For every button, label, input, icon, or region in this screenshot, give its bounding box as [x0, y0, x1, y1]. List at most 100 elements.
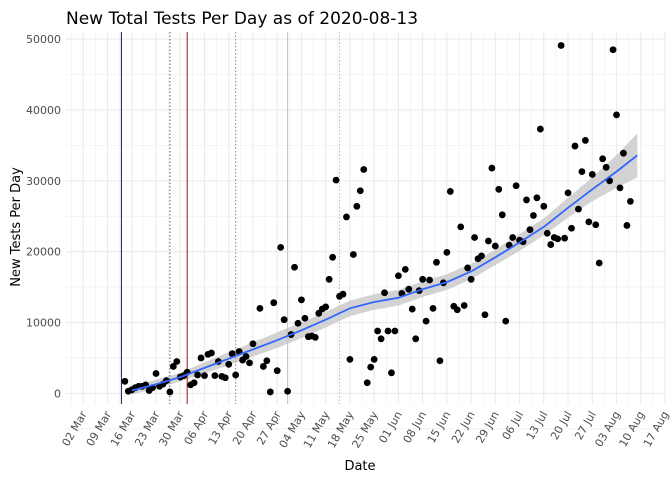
data-point — [557, 42, 565, 49]
data-point — [609, 46, 617, 54]
data-point — [249, 340, 257, 348]
y-tick-label: 50000 — [26, 33, 61, 46]
data-point — [419, 275, 427, 283]
data-point — [298, 296, 305, 304]
data-point — [356, 187, 364, 195]
data-point — [246, 359, 253, 367]
x-tick-label: 29 Jun — [473, 409, 502, 446]
data-point — [211, 372, 219, 380]
data-point — [242, 353, 250, 360]
data-point — [381, 289, 388, 297]
data-point — [564, 189, 572, 197]
data-point — [623, 222, 631, 229]
data-point — [592, 221, 600, 229]
data-point — [613, 111, 620, 119]
data-point — [173, 358, 181, 365]
data-point — [509, 234, 517, 241]
data-point — [457, 223, 465, 231]
data-point — [384, 327, 392, 335]
data-point — [291, 263, 298, 271]
data-point — [225, 360, 233, 368]
data-point — [602, 163, 610, 171]
chart-title: New Total Tests Per Day as of 2020-08-13 — [66, 9, 418, 29]
data-point — [543, 229, 551, 237]
data-point — [616, 184, 624, 192]
data-point — [322, 303, 330, 311]
data-point — [626, 197, 634, 205]
data-point — [329, 253, 337, 261]
data-point — [277, 244, 285, 251]
data-point — [360, 166, 368, 173]
data-point — [374, 327, 382, 335]
data-point — [394, 272, 402, 280]
grid — [66, 32, 666, 430]
data-point — [294, 319, 302, 327]
data-point — [606, 177, 614, 185]
data-point — [568, 224, 575, 232]
data-point — [408, 305, 416, 313]
data-point — [599, 155, 607, 163]
data-point — [495, 185, 503, 193]
y-axis-title: New Tests Per Day — [9, 167, 24, 287]
data-point — [464, 264, 472, 272]
data-point — [426, 276, 433, 284]
data-points — [121, 42, 634, 396]
data-point — [581, 137, 589, 144]
data-point — [201, 372, 208, 380]
data-point — [571, 142, 579, 150]
data-point — [471, 234, 478, 241]
data-point — [405, 285, 413, 293]
data-point — [491, 242, 499, 250]
data-point — [401, 265, 409, 273]
data-point — [353, 202, 361, 210]
data-point — [263, 357, 271, 365]
y-tick-label: 0 — [54, 387, 61, 400]
data-point — [363, 379, 371, 387]
data-point — [488, 164, 496, 172]
data-point — [377, 335, 385, 343]
data-point — [228, 350, 236, 358]
data-point — [467, 275, 475, 283]
data-point — [169, 363, 177, 370]
data-point — [585, 218, 593, 226]
data-point — [433, 258, 440, 266]
data-point — [346, 355, 354, 363]
data-point — [121, 377, 129, 385]
data-point — [498, 211, 506, 219]
data-point — [478, 252, 485, 260]
data-point — [526, 226, 534, 234]
x-tick-label: 06 Jul — [500, 409, 527, 442]
data-point — [388, 369, 395, 377]
data-point — [460, 302, 468, 309]
y-tick-label: 30000 — [26, 175, 61, 188]
data-point — [190, 379, 198, 387]
data-point — [533, 194, 541, 202]
data-point — [349, 251, 357, 258]
data-point — [481, 311, 489, 319]
data-point — [446, 188, 454, 195]
data-point — [270, 299, 278, 307]
data-point — [343, 213, 350, 221]
data-point — [422, 317, 430, 325]
data-point — [547, 241, 555, 248]
data-point — [311, 333, 319, 341]
data-point — [554, 235, 562, 243]
data-point — [540, 202, 548, 210]
data-point — [530, 212, 537, 219]
data-point — [194, 371, 201, 379]
data-point — [502, 317, 510, 325]
y-tick-label: 40000 — [26, 104, 61, 117]
data-point — [208, 349, 215, 357]
x-tick-label: 13 Jul — [524, 409, 551, 442]
y-tick-label: 10000 — [26, 317, 61, 330]
data-point — [523, 196, 530, 204]
data-point — [152, 370, 160, 377]
data-point — [301, 314, 309, 322]
reference-lines — [120, 32, 341, 404]
trend-line-path — [131, 154, 638, 392]
x-axis-title: Date — [344, 459, 375, 474]
y-axis-ticks: 0 10000 20000 30000 40000 50000 — [26, 33, 61, 400]
data-point — [620, 149, 627, 157]
data-point — [485, 237, 492, 245]
